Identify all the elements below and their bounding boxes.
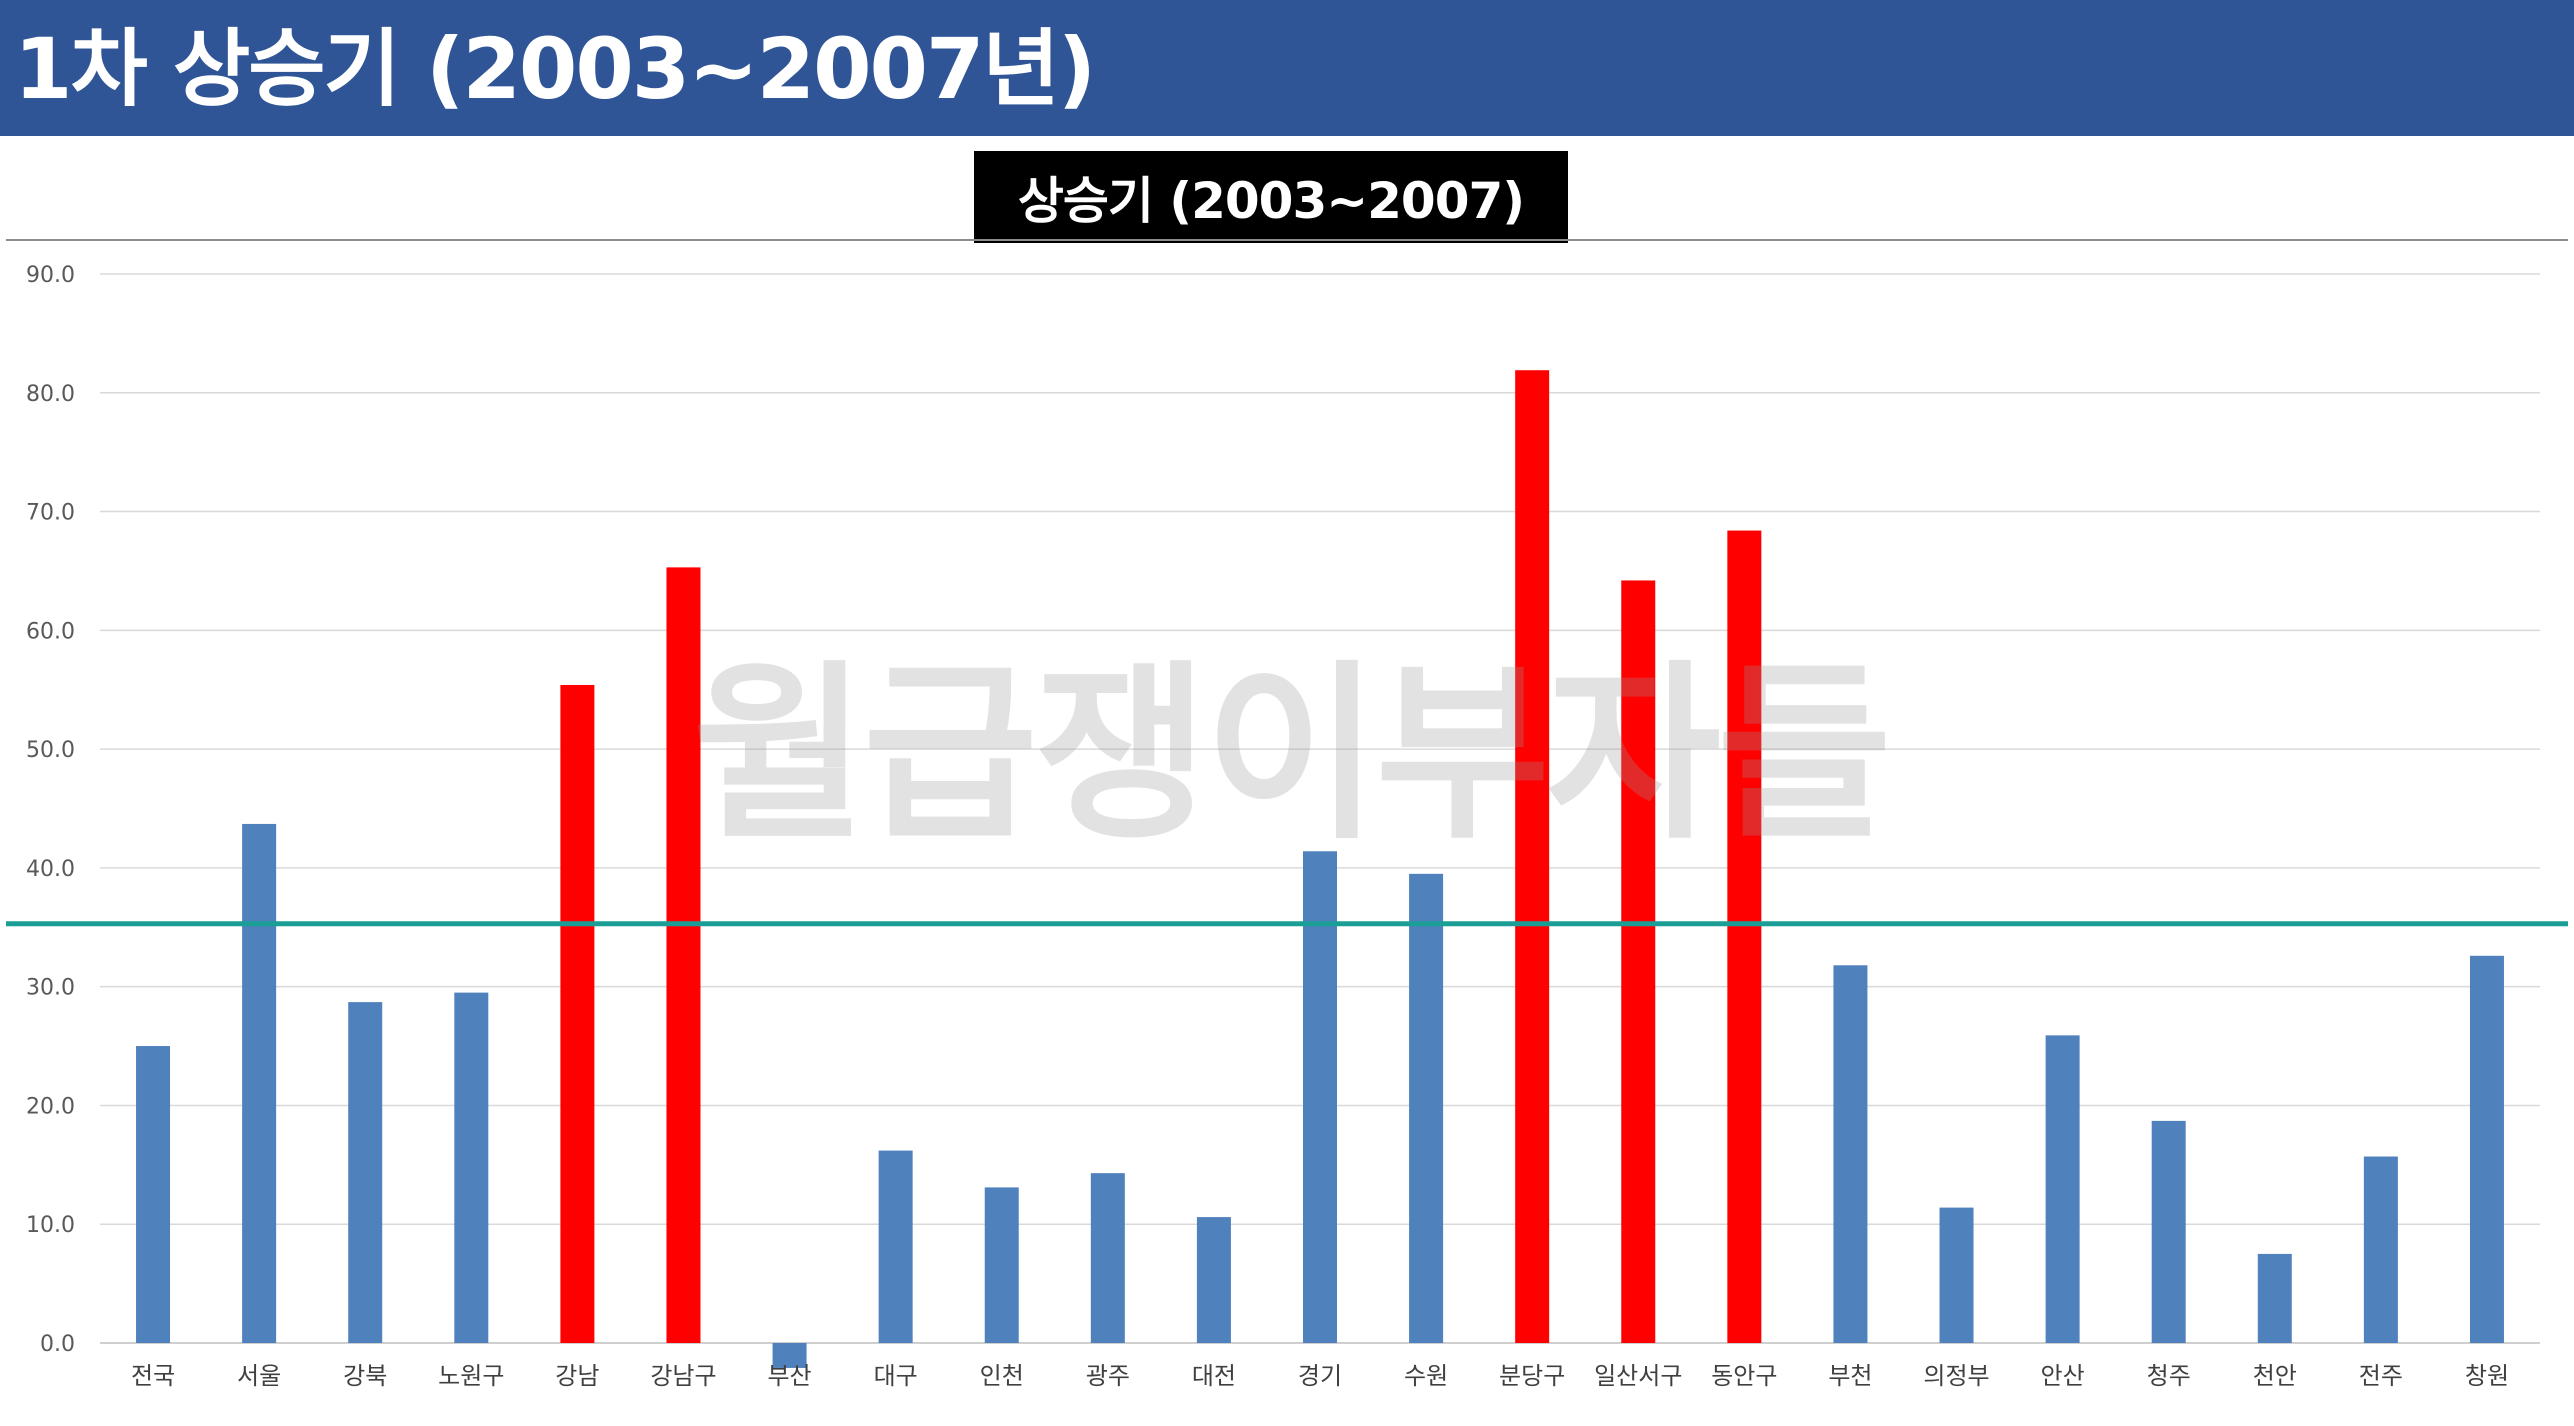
x-tick-label: 서울 <box>237 1362 281 1390</box>
bar <box>136 1046 171 1343</box>
x-tick-label: 노원구 <box>438 1362 504 1390</box>
bar <box>348 1002 383 1343</box>
x-tick-label: 강북 <box>343 1362 387 1390</box>
header-bar: 1차 상승기 (2003~2007년) <box>0 0 2574 136</box>
bar <box>2045 1035 2080 1343</box>
y-tick-label: 40.0 <box>26 857 75 882</box>
x-tick-label: 대구 <box>874 1362 918 1390</box>
x-tick-label: 부산 <box>767 1362 811 1390</box>
bar <box>666 567 701 1343</box>
bar <box>878 1150 913 1343</box>
y-tick-label: 70.0 <box>26 501 75 526</box>
bar <box>1727 530 1762 1343</box>
bar <box>1939 1207 1974 1343</box>
y-tick-label: 80.0 <box>26 382 75 407</box>
y-tick-label: 10.0 <box>26 1213 75 1238</box>
bar <box>560 684 595 1343</box>
x-tick-label: 안산 <box>2041 1362 2085 1390</box>
label-layer: 0.0 10.0 20.0 30.0 40.0 50.0 60.0 70.0 80.0 90.0 전… <box>26 263 2509 1390</box>
y-tick-label: 30.0 <box>26 976 75 1001</box>
x-tick-label: 전주 <box>2359 1362 2403 1390</box>
y-tick-label: 60.0 <box>26 619 75 644</box>
x-tick-label: 경기 <box>1298 1362 1342 1390</box>
y-tick-label: 50.0 <box>26 738 75 763</box>
x-tick-label: 분당구 <box>1499 1362 1565 1390</box>
bar <box>984 1187 1019 1343</box>
bar <box>1090 1173 1125 1343</box>
bar <box>2257 1253 2292 1343</box>
x-tick-label: 강남 <box>555 1362 599 1390</box>
divider <box>6 239 2568 241</box>
y-tick-label: 90.0 <box>26 263 75 288</box>
bar <box>1196 1217 1231 1343</box>
bar <box>2151 1120 2186 1343</box>
x-tick-label: 일산서구 <box>1594 1362 1682 1390</box>
y-tick-label: 0.0 <box>40 1332 75 1357</box>
chart-title: 상승기 (2003~2007) <box>1017 172 1525 230</box>
chart-title-box: 상승기 (2003~2007) <box>974 151 1568 243</box>
page-title: 1차 상승기 (2003~2007년) <box>14 20 1096 118</box>
bar-layer <box>136 370 2504 1368</box>
x-tick-label: 대전 <box>1192 1362 1236 1390</box>
x-tick-label: 부천 <box>1828 1362 1872 1390</box>
bar <box>1409 873 1444 1343</box>
x-tick-label: 천안 <box>2253 1362 2297 1390</box>
bar <box>772 1343 807 1368</box>
x-tick-label: 강남구 <box>650 1362 716 1390</box>
bar <box>1833 965 1868 1343</box>
x-tick-label: 의정부 <box>1923 1362 1989 1390</box>
bar <box>1303 851 1337 1343</box>
bar <box>2363 1156 2398 1343</box>
x-tick-label: 인천 <box>980 1362 1024 1390</box>
bar <box>1515 370 1550 1344</box>
x-tick-label: 전국 <box>131 1362 175 1390</box>
x-tick-label: 청주 <box>2147 1362 2191 1390</box>
bar <box>454 992 489 1343</box>
x-tick-label: 동안구 <box>1711 1362 1777 1390</box>
y-tick-label: 20.0 <box>26 1094 75 1119</box>
x-tick-label: 광주 <box>1086 1362 1130 1390</box>
bar <box>242 823 277 1343</box>
bar <box>1621 580 1656 1343</box>
x-tick-label: 창원 <box>2465 1362 2509 1390</box>
x-tick-label: 수원 <box>1404 1362 1448 1390</box>
bar <box>2469 955 2504 1343</box>
